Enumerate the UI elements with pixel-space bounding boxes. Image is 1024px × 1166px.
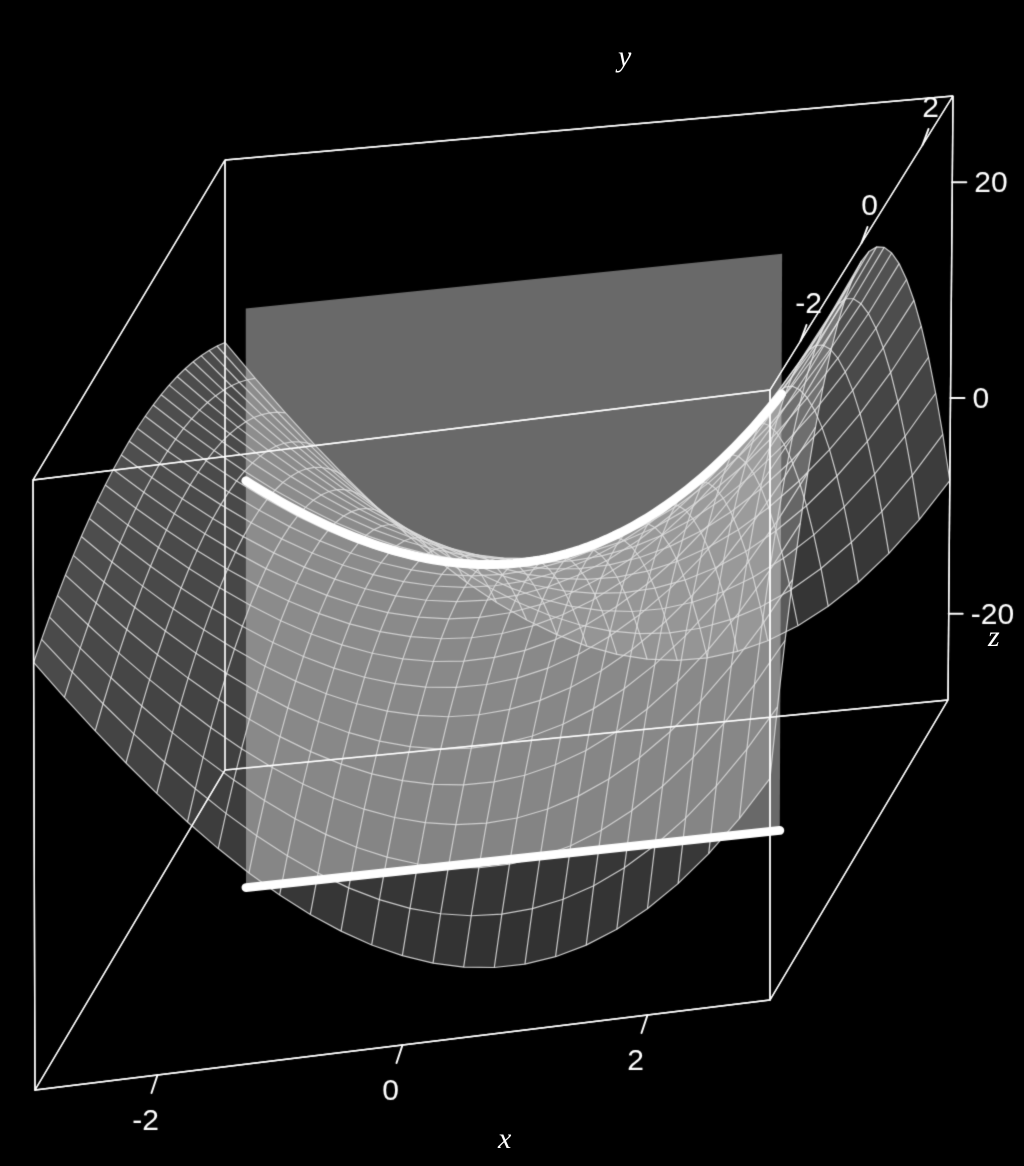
x-axis-label: x (498, 1122, 511, 1156)
surface-plot-canvas (0, 0, 1024, 1166)
y-axis-label: y (618, 40, 631, 74)
z-axis-label: z (988, 620, 1000, 654)
